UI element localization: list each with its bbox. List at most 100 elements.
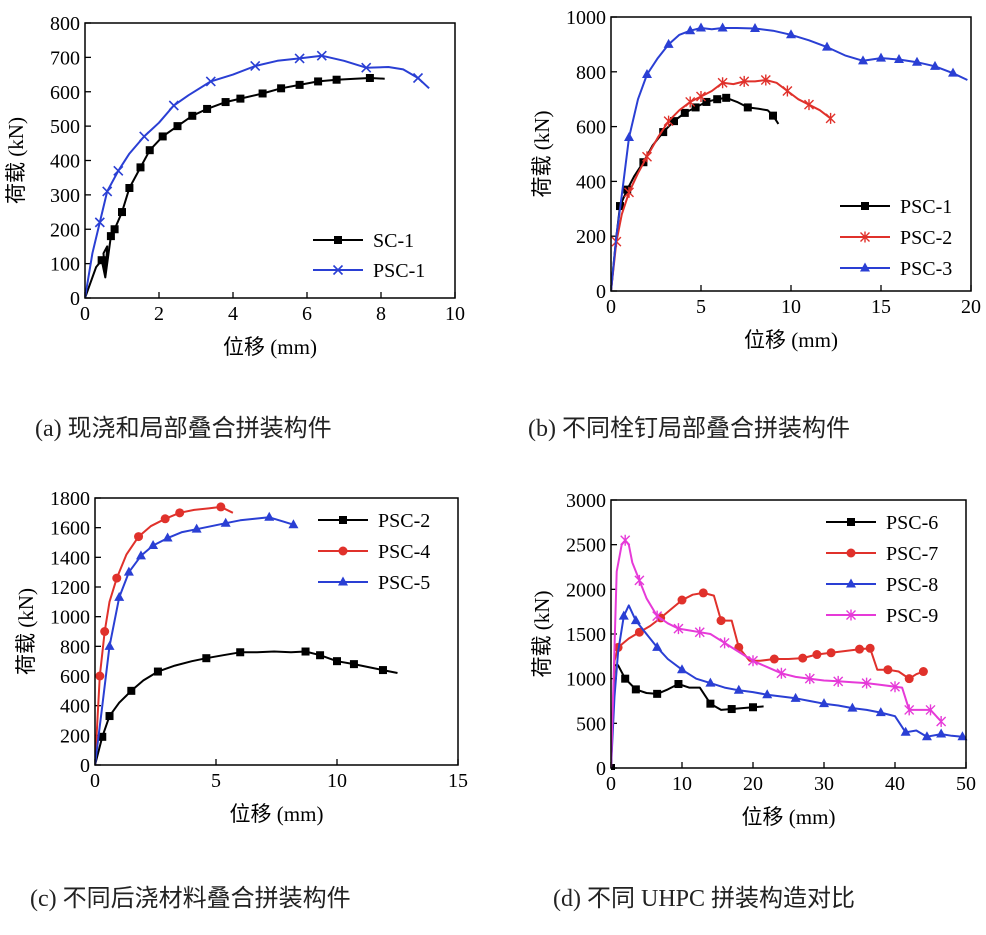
series-line	[611, 591, 924, 769]
data-point	[97, 256, 106, 265]
data-point	[825, 112, 836, 124]
data-point	[102, 186, 113, 197]
data-point	[98, 732, 107, 741]
y-tick-label: 2500	[566, 535, 606, 557]
data-point	[696, 22, 706, 32]
data-point	[220, 517, 231, 527]
data-point	[680, 108, 689, 117]
x-tick-label: 10	[327, 770, 347, 792]
legend-label: PSC-9	[886, 605, 938, 627]
data-point	[936, 716, 947, 728]
data-point	[652, 610, 663, 622]
y-tick-label: 3000	[566, 490, 606, 512]
legend-marker	[846, 609, 856, 621]
data-point	[677, 595, 687, 605]
data-point	[301, 647, 310, 656]
data-point	[162, 532, 173, 542]
data-point	[677, 664, 687, 674]
data-point	[258, 89, 267, 98]
data-point	[624, 186, 634, 198]
data-point	[173, 122, 182, 131]
y-tick-label: 700	[50, 47, 80, 69]
data-point	[145, 146, 154, 155]
x-tick-label: 0	[606, 296, 616, 318]
y-tick-label: 500	[576, 713, 606, 735]
data-point	[113, 165, 124, 176]
y-axis-label: 荷载 (kN)	[4, 117, 28, 204]
data-point	[634, 574, 645, 586]
y-tick-label: 200	[576, 226, 606, 248]
data-point	[782, 85, 793, 97]
data-point	[750, 23, 760, 33]
caption-b: (b) 不同栓钉局部叠合拼装构件	[528, 416, 850, 442]
series-PSC-2	[611, 74, 836, 292]
y-tick-label: 200	[50, 219, 80, 241]
series-line	[611, 604, 963, 769]
data-point	[618, 610, 629, 620]
data-point	[698, 588, 708, 598]
data-point	[202, 654, 211, 663]
data-point	[118, 208, 126, 217]
data-point	[114, 591, 125, 601]
legend-marker	[332, 264, 344, 276]
data-point	[277, 84, 286, 93]
legend-label: PSC-1	[900, 196, 952, 218]
data-point	[674, 680, 683, 689]
data-point	[653, 689, 662, 698]
series-SC-1	[85, 74, 385, 299]
data-point	[904, 704, 915, 716]
legend-label: PSC-5	[378, 572, 430, 594]
data-point	[314, 77, 323, 86]
data-point	[930, 60, 940, 70]
series-line	[85, 54, 430, 299]
data-point	[333, 657, 341, 666]
data-point	[769, 654, 779, 664]
series-line	[611, 96, 780, 292]
series-PSC-3	[611, 22, 968, 292]
series-line	[95, 516, 294, 766]
data-point	[316, 50, 327, 61]
data-point	[894, 53, 904, 63]
data-point	[822, 41, 832, 51]
data-point	[205, 76, 216, 87]
data-point	[125, 184, 134, 192]
data-point	[790, 692, 801, 702]
data-point	[748, 655, 758, 667]
caption-a: (a) 现浇和局部叠合拼装构件	[35, 416, 332, 442]
data-point	[670, 117, 678, 126]
data-point	[904, 674, 914, 684]
data-point	[717, 77, 728, 89]
series-PSC-1	[611, 93, 780, 292]
data-point	[412, 72, 424, 84]
x-tick-label: 40	[885, 773, 905, 795]
legend-marker	[860, 231, 870, 243]
x-tick-label: 20	[961, 296, 981, 318]
series-line	[95, 650, 398, 766]
data-point	[264, 511, 275, 521]
x-tick-label: 50	[956, 773, 976, 795]
data-point	[112, 573, 122, 583]
data-point	[642, 69, 652, 79]
data-point	[620, 534, 631, 546]
series-PSC-9	[611, 534, 947, 769]
x-axis-label: 位移 (mm)	[742, 805, 836, 829]
data-point	[175, 508, 185, 518]
caption-c: (c) 不同后浇材料叠合拼装构件	[30, 886, 351, 912]
data-point	[691, 103, 700, 112]
data-point	[875, 707, 886, 717]
data-point	[833, 675, 844, 687]
data-point	[673, 623, 684, 635]
x-tick-label: 5	[696, 296, 706, 318]
data-point	[294, 53, 305, 64]
legend-label: PSC-2	[900, 227, 952, 249]
data-point	[663, 115, 674, 127]
data-point	[918, 667, 928, 677]
data-point	[819, 698, 829, 708]
legend-marker	[861, 202, 869, 210]
data-point	[890, 681, 900, 693]
data-point	[685, 96, 696, 108]
legend-marker	[847, 518, 855, 526]
x-tick-label: 8	[376, 303, 386, 325]
series-PSC-1	[85, 50, 430, 299]
